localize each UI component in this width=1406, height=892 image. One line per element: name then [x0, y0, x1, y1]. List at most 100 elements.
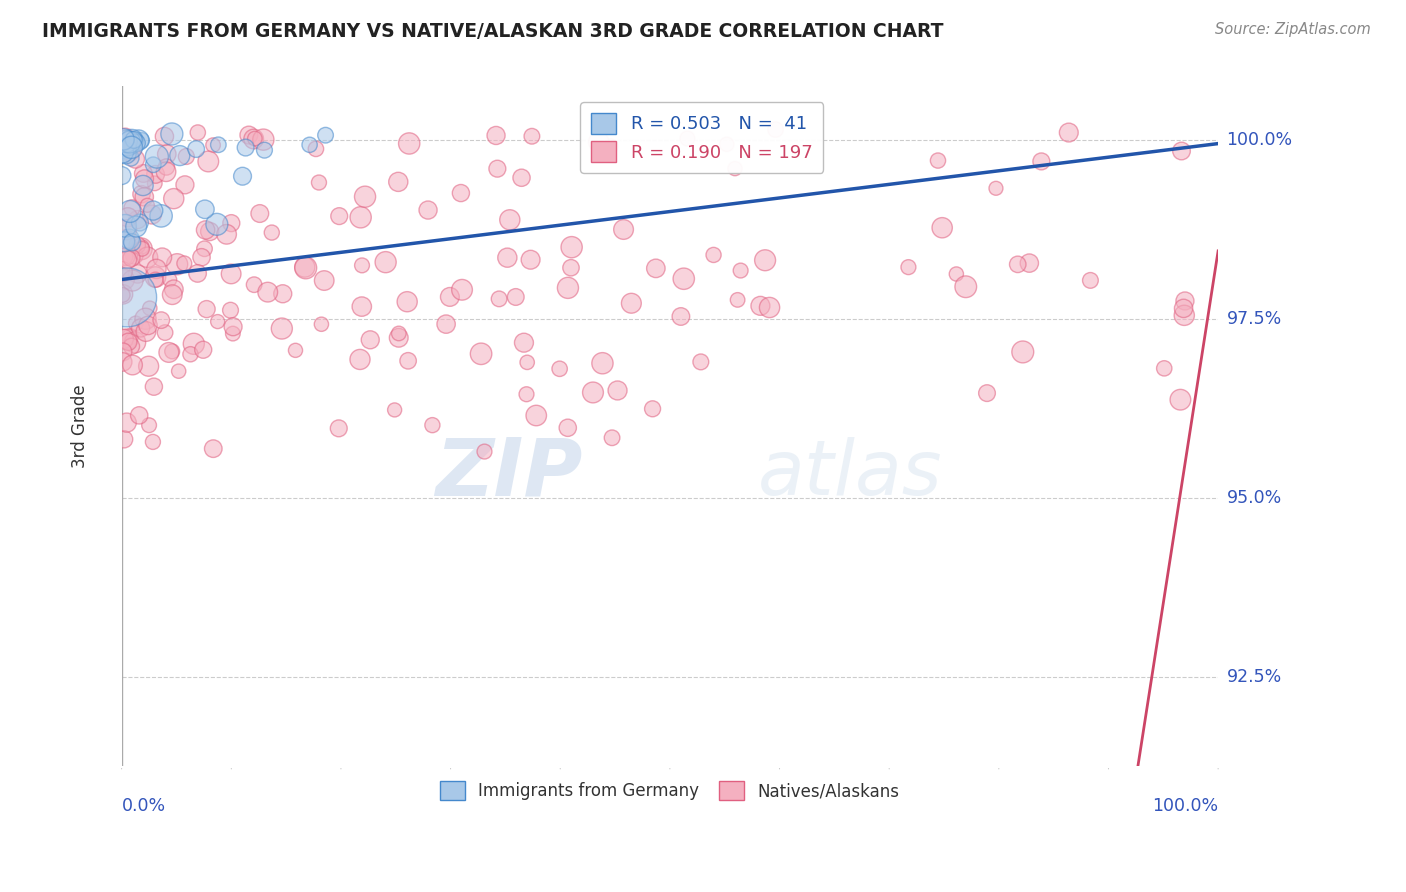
Point: [197, 154, 219, 169]
Point: [131, 240, 153, 254]
Point: [190, 250, 212, 264]
Point: [124, 335, 146, 350]
Point: [111, 355, 134, 369]
Point: [641, 401, 664, 416]
Point: [111, 140, 134, 154]
Text: ZIP: ZIP: [434, 434, 582, 513]
Point: [187, 266, 209, 280]
Point: [1007, 257, 1029, 271]
Point: [499, 212, 522, 227]
Point: [115, 223, 138, 237]
Point: [510, 170, 533, 185]
Point: [121, 358, 143, 372]
Point: [396, 294, 419, 309]
Text: 100.0%: 100.0%: [1152, 797, 1218, 814]
Point: [121, 201, 143, 215]
Point: [127, 238, 149, 252]
Point: [219, 303, 242, 318]
Point: [127, 212, 149, 227]
Point: [314, 274, 336, 288]
Point: [396, 353, 419, 368]
Point: [672, 271, 695, 285]
Point: [305, 142, 328, 156]
Point: [160, 127, 183, 141]
Point: [207, 137, 229, 152]
Point: [284, 343, 307, 358]
Point: [298, 137, 321, 152]
Point: [120, 330, 142, 344]
Point: [150, 209, 173, 223]
Point: [117, 252, 139, 267]
Point: [145, 273, 167, 287]
Point: [120, 139, 142, 153]
Point: [252, 133, 274, 147]
Point: [328, 421, 350, 435]
Point: [117, 334, 139, 349]
Point: [160, 344, 183, 359]
Point: [350, 211, 373, 225]
Point: [111, 288, 134, 302]
Point: [111, 265, 134, 279]
Point: [311, 317, 333, 331]
Point: [557, 281, 579, 295]
Point: [136, 250, 159, 264]
Point: [560, 260, 582, 275]
Point: [187, 126, 209, 140]
Point: [115, 135, 138, 149]
Point: [112, 132, 135, 146]
Point: [270, 321, 292, 335]
Point: [422, 418, 444, 433]
Point: [765, 122, 787, 136]
Point: [167, 364, 190, 378]
Point: [388, 326, 411, 341]
Point: [143, 177, 166, 191]
Point: [485, 128, 508, 143]
Point: [315, 128, 337, 143]
Point: [121, 274, 143, 288]
Point: [1173, 308, 1195, 322]
Text: atlas: atlas: [758, 437, 942, 511]
Point: [157, 345, 180, 359]
Point: [1170, 392, 1192, 407]
Point: [120, 339, 142, 353]
Point: [591, 356, 613, 370]
Point: [111, 345, 134, 359]
Point: [308, 176, 330, 190]
Point: [612, 222, 634, 236]
Point: [111, 287, 134, 301]
Point: [142, 380, 165, 394]
Point: [516, 355, 538, 369]
Point: [122, 248, 145, 262]
Point: [128, 409, 150, 423]
Point: [1174, 293, 1197, 308]
Point: [350, 259, 373, 273]
Point: [183, 336, 205, 351]
Point: [118, 135, 141, 149]
Point: [129, 215, 152, 229]
Point: [703, 248, 725, 262]
Point: [145, 167, 167, 181]
Point: [955, 279, 977, 293]
Point: [139, 301, 162, 316]
Point: [416, 202, 439, 217]
Point: [135, 311, 157, 326]
Text: 97.5%: 97.5%: [1226, 310, 1282, 328]
Point: [117, 211, 139, 225]
Point: [127, 267, 149, 281]
Point: [222, 319, 245, 334]
Point: [1173, 301, 1195, 316]
Point: [114, 130, 136, 145]
Point: [488, 292, 510, 306]
Point: [112, 432, 135, 446]
Point: [271, 286, 294, 301]
Point: [138, 359, 160, 374]
Point: [470, 347, 492, 361]
Point: [620, 296, 643, 310]
Point: [173, 256, 195, 270]
Point: [136, 318, 159, 333]
Point: [984, 181, 1007, 195]
Point: [222, 326, 245, 341]
Point: [136, 198, 159, 212]
Point: [1031, 154, 1053, 169]
Point: [155, 165, 177, 179]
